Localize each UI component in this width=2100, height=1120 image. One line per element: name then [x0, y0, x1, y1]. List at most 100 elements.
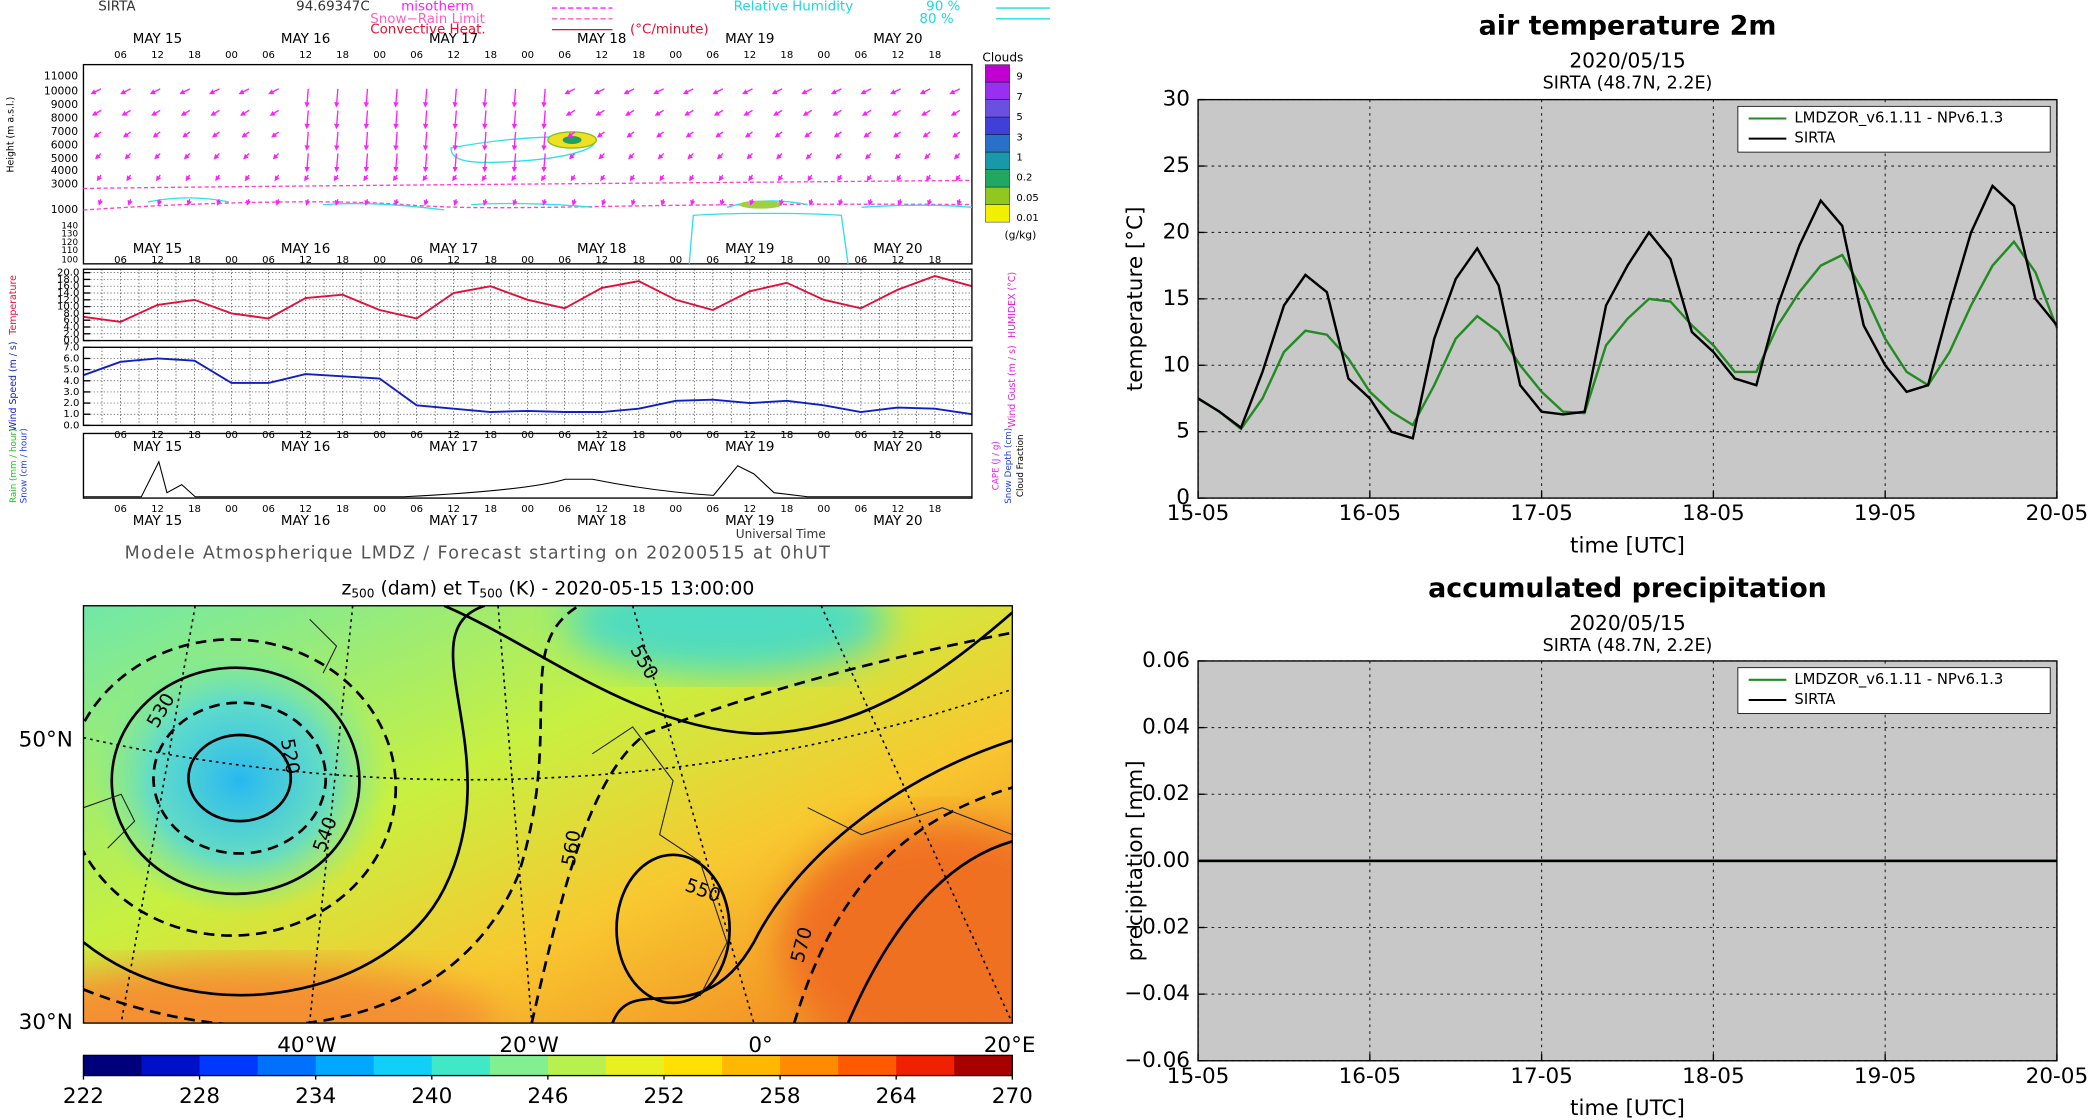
wind-arrow [952, 131, 961, 138]
colorbar-label: 240 [411, 1084, 452, 1109]
hour-label: 00 [225, 255, 238, 266]
wind-arrow [861, 109, 872, 116]
hour-label: 06 [262, 504, 275, 515]
hour-label: 06 [262, 430, 275, 441]
wind-arrow [208, 88, 220, 95]
hour-label: 18 [484, 255, 497, 266]
wind-arrow [713, 109, 724, 116]
day-label: MAY 16 [281, 440, 330, 455]
station: SIRTA [98, 0, 136, 15]
wind-arrow [156, 174, 162, 182]
day-label: MAY 19 [725, 440, 774, 455]
day-label: MAY 18 [577, 242, 626, 257]
hour-label: 00 [225, 50, 238, 61]
wind-arrow [743, 109, 753, 116]
hour-label: 06 [410, 430, 423, 441]
wind-arrow [238, 88, 250, 95]
title-part: z [341, 578, 351, 599]
temperature-field [83, 962, 498, 1024]
colorbar-segment [199, 1055, 259, 1076]
day-label: MAY 19 [725, 32, 774, 47]
plot-area [83, 347, 972, 426]
wind-arrow [716, 152, 724, 160]
wind-arrow [950, 109, 961, 116]
height-label: 110 [61, 246, 78, 256]
wind-arrow [393, 110, 399, 130]
day-label: MAY 18 [577, 514, 626, 529]
wind-arrow [422, 174, 428, 182]
hour-label: 00 [373, 50, 386, 61]
hour-label: 12 [447, 255, 460, 266]
colorbar-label: 258 [760, 1084, 801, 1109]
wind-arrow [243, 152, 250, 160]
rain-axis-label: Snow (cm / hour) [20, 428, 30, 503]
wind-arrow [97, 199, 104, 206]
rain-line [83, 460, 972, 498]
plot-frame [82, 268, 973, 342]
cloud-label: 0.01 [1016, 213, 1038, 224]
x-tick-label: 16-05 [1339, 1064, 1402, 1089]
wind-arrow [807, 174, 813, 182]
y-tick-label: −0.04 [1124, 981, 1190, 1006]
hour-label: 12 [743, 504, 756, 515]
hour-label: 12 [891, 255, 904, 266]
day-label: MAY 17 [429, 242, 478, 257]
wind-arrow [364, 199, 370, 206]
wind-arrow [837, 174, 843, 182]
wind-arrow [777, 174, 784, 182]
hour-label: 12 [299, 50, 312, 61]
temperature-field [565, 605, 889, 676]
plot-area [83, 269, 972, 341]
y-tick-label: 5 [1176, 419, 1190, 444]
cloud-colorbar [985, 64, 1010, 83]
wind-arrow [393, 131, 399, 151]
height-label: 140 [61, 222, 78, 232]
wind-arrow [210, 109, 220, 116]
lat-label: 30°N [19, 1010, 73, 1035]
wind-arrow [271, 131, 280, 138]
wind-arrow [891, 109, 901, 116]
y-tick-label: 4.0 [63, 322, 79, 333]
wind-arrow [393, 88, 399, 108]
wind-arrow [541, 174, 547, 182]
wind-arrow [121, 109, 131, 116]
wind-arrow [453, 199, 459, 206]
wind-arrow [541, 153, 547, 173]
day-label: MAY 17 [429, 32, 478, 47]
chart-subtitle: 2020/05/15 [1569, 611, 1685, 635]
hour-label: 06 [410, 255, 423, 266]
wind-arrow [832, 109, 842, 116]
y-tick-label: 0 [1176, 485, 1190, 510]
x-tick-label: 15-05 [1167, 501, 1230, 526]
wind-arrow [748, 174, 754, 182]
wind-arrow [596, 131, 605, 138]
height-label: 5000 [51, 152, 79, 165]
series-line [1197, 183, 2058, 440]
height-label: 3000 [51, 177, 79, 190]
hour-label: 06 [706, 255, 719, 266]
lon-label: 20°W [499, 1033, 558, 1058]
rain-axis-label: Cloud Fraction [1016, 434, 1026, 497]
colorbar-segment [315, 1055, 375, 1076]
hour-label: 00 [817, 50, 830, 61]
wind-arrow [127, 199, 133, 206]
wind-arrow [922, 131, 931, 138]
wind-arrow [511, 174, 517, 182]
plot-frame [1197, 98, 2058, 499]
chart-subtitle: 2020/05/15 [1569, 48, 1685, 72]
x-tick-label: 16-05 [1339, 501, 1402, 526]
wind-arrow [304, 110, 310, 130]
wind-arrow [921, 109, 931, 116]
y-tick-label: 12.0 [57, 295, 79, 306]
time-label: Universal Time [736, 527, 826, 541]
legend-isotherm: misotherm [401, 0, 474, 15]
wind-arrow [628, 152, 635, 160]
y-tick-label: 3.0 [63, 387, 79, 398]
wind-arrow [623, 88, 635, 95]
wind-arrow [180, 109, 191, 116]
wind-arrow [179, 88, 191, 95]
wind-arrow [571, 199, 577, 206]
contours [83, 605, 1013, 1024]
wind-arrow [422, 110, 429, 130]
